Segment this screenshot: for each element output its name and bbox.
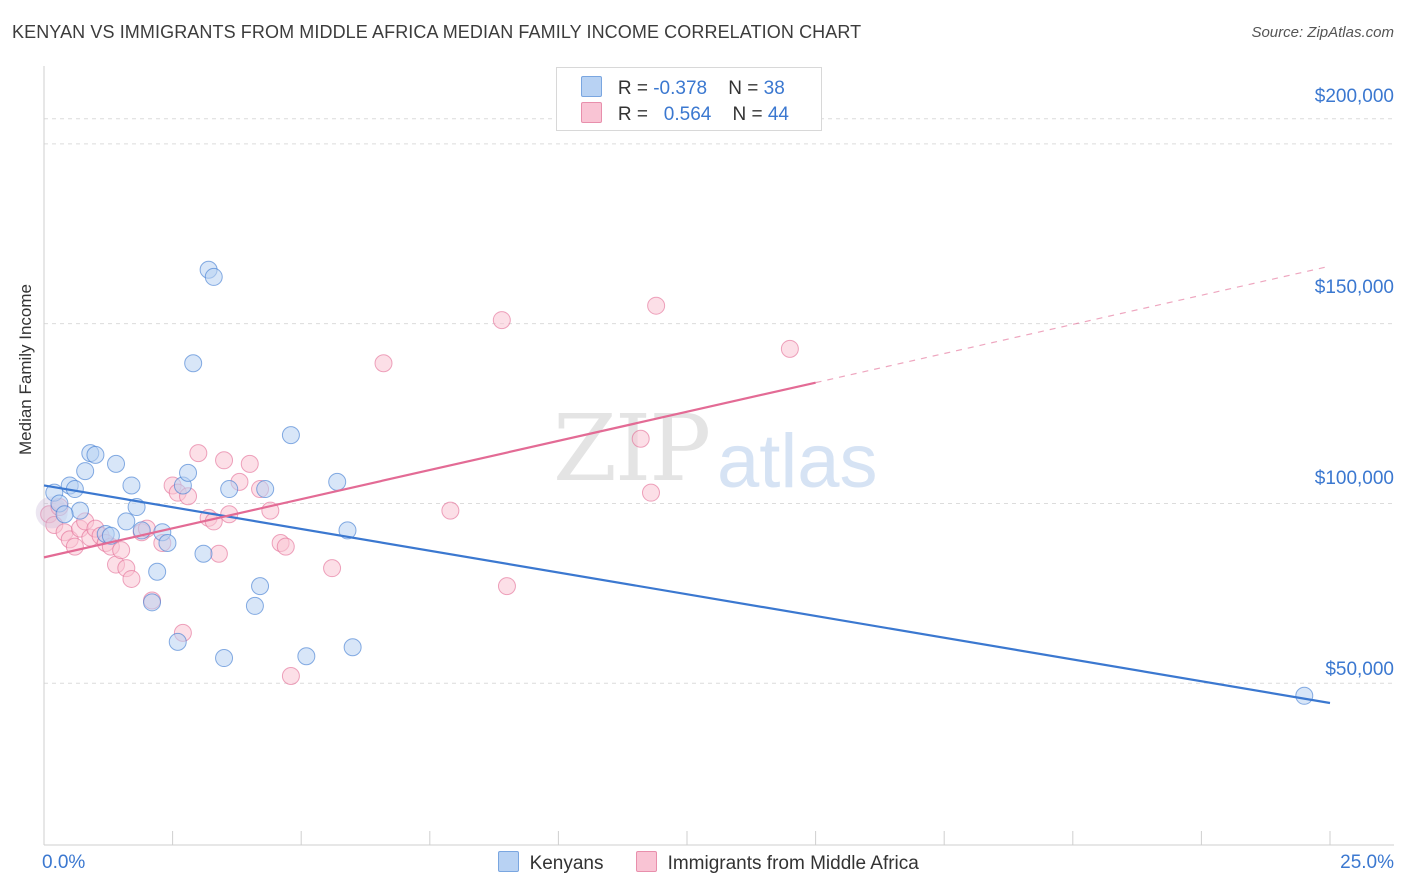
middle-africa-point-43	[631, 429, 650, 448]
middle-africa-trend-extension	[815, 265, 1331, 384]
kenyans-point-17	[158, 533, 177, 552]
legend-row-middle-africa: R = 0.564 N = 44	[581, 102, 789, 126]
kenyans-legend-swatch	[498, 851, 519, 872]
kenyans-swatch	[581, 76, 602, 97]
source-label: Source: ZipAtlas.com	[1251, 24, 1394, 41]
correlation-legend: R = -0.378 N = 38 R = 0.564 N = 44	[556, 67, 822, 131]
kenyans-point-9	[107, 454, 126, 473]
kenyans-legend-label: Kenyans	[529, 853, 604, 874]
y-tick-label-50000: $50,000	[1325, 659, 1394, 680]
kenyans-point-27	[245, 596, 264, 615]
kenyans-trend-line	[43, 484, 1331, 705]
kenyans-point-30	[281, 426, 300, 445]
kenyans-point-33	[338, 521, 357, 540]
middle-africa-trend-line	[43, 381, 816, 559]
legend-item-middle-africa[interactable]: Immigrants from Middle Africa	[636, 851, 919, 875]
kenyans-point-7	[86, 445, 105, 464]
kenyans-r-value: -0.378	[653, 78, 708, 99]
middle-africa-point-41	[492, 311, 511, 330]
r-label: R =	[617, 104, 648, 125]
middle-africa-point-45	[647, 296, 666, 315]
kenyans-point-15	[148, 562, 167, 581]
r-label: R =	[617, 78, 648, 99]
middle-africa-n-value: 44	[767, 104, 789, 125]
kenyans-point-31	[297, 647, 316, 666]
kenyans-point-20	[179, 463, 198, 482]
kenyans-point-22	[194, 544, 213, 563]
kenyans-point-26	[220, 480, 239, 499]
y-tick-label-150000: $150,000	[1314, 277, 1394, 298]
middle-africa-point-25	[189, 444, 208, 463]
kenyans-point-37	[1295, 686, 1314, 705]
legend-row-kenyans: R = -0.378 N = 38	[581, 76, 785, 100]
middle-africa-r-value: 0.564	[663, 104, 712, 125]
series-kenyans-points	[45, 260, 1314, 705]
middle-africa-point-29	[215, 451, 234, 470]
legend-item-kenyans[interactable]: Kenyans	[498, 851, 604, 875]
y-axis-label: Median Family Income	[16, 283, 35, 455]
kenyans-n-value: 38	[763, 78, 785, 99]
x-tick-label-min: 0.0%	[42, 852, 86, 873]
axes	[43, 66, 1394, 846]
middle-africa-legend-swatch	[636, 851, 657, 872]
middle-africa-point-46	[780, 339, 799, 358]
kenyans-point-11	[122, 476, 141, 495]
kenyans-point-32	[328, 472, 347, 491]
trend-lines	[43, 265, 1331, 705]
kenyans-point-25	[215, 649, 234, 668]
kenyans-point-5	[76, 462, 95, 481]
middle-africa-point-38	[323, 559, 342, 578]
watermark-atlas: atlas	[717, 419, 878, 504]
middle-africa-point-37	[281, 667, 300, 686]
middle-africa-legend-label: Immigrants from Middle Africa	[667, 853, 919, 874]
kenyans-point-21	[184, 354, 203, 373]
n-label: N =	[732, 104, 763, 125]
kenyans-point-4	[71, 501, 90, 520]
y-tick-label-200000: $200,000	[1314, 86, 1394, 107]
x-tick-label-max: 25.0%	[1340, 852, 1394, 873]
kenyans-point-18	[168, 632, 187, 651]
kenyans-point-36	[101, 526, 120, 545]
middle-africa-swatch	[581, 102, 602, 123]
middle-africa-point-32	[240, 454, 259, 473]
series-middle-africa-points	[35, 296, 799, 686]
n-label: N =	[728, 78, 759, 99]
middle-africa-point-42	[497, 577, 516, 596]
kenyans-point-35	[55, 505, 74, 524]
middle-africa-point-36	[276, 537, 295, 556]
kenyans-point-10	[117, 512, 136, 531]
middle-africa-point-40	[441, 501, 460, 520]
kenyans-point-24	[204, 267, 223, 286]
kenyans-point-14	[143, 593, 162, 612]
middle-africa-point-28	[209, 544, 228, 563]
chart-title: KENYAN VS IMMIGRANTS FROM MIDDLE AFRICA …	[12, 22, 862, 42]
middle-africa-point-44	[641, 483, 660, 502]
kenyans-point-34	[343, 638, 362, 657]
middle-africa-point-14	[112, 541, 131, 560]
kenyans-point-28	[251, 577, 270, 596]
kenyans-point-29	[256, 480, 275, 499]
middle-africa-point-39	[374, 354, 393, 373]
middle-africa-point-16	[122, 569, 141, 588]
y-tick-label-100000: $100,000	[1314, 468, 1394, 489]
